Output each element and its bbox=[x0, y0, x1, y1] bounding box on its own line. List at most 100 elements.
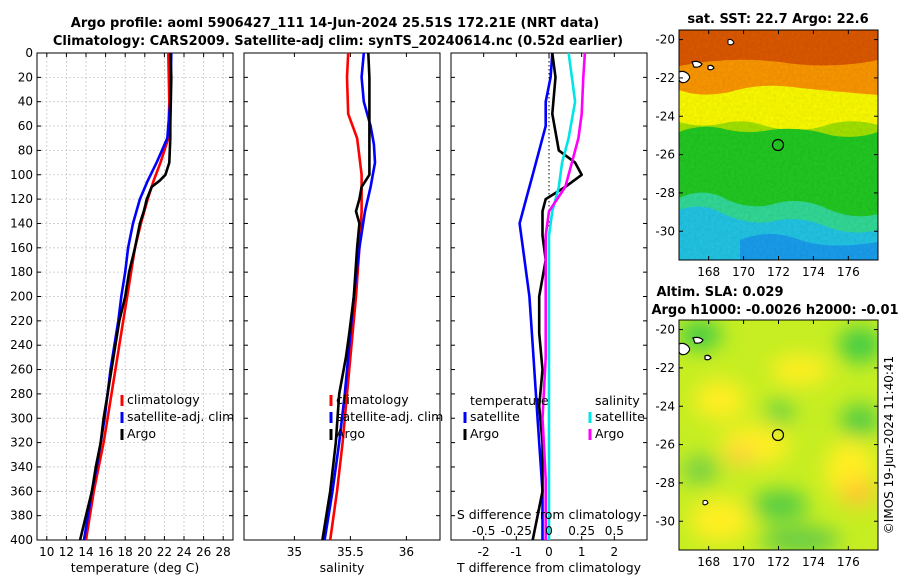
title-line-2: Climatology: CARS2009. Satellite-adj cli… bbox=[53, 34, 623, 49]
y-tick-label: 380 bbox=[10, 509, 33, 523]
map-y-tick-label: -26 bbox=[655, 438, 675, 452]
salinity-xlabel: salinity bbox=[320, 560, 365, 575]
y-tick-label: 300 bbox=[10, 411, 33, 425]
series-line-satellite-adj-clim bbox=[323, 52, 377, 541]
map-y-tick-label: -24 bbox=[655, 399, 675, 413]
legend-label: satellite bbox=[470, 409, 520, 424]
series-line-climatology bbox=[84, 52, 171, 541]
x2-tick-label: 0.5 bbox=[605, 524, 624, 538]
y-tick-label: 60 bbox=[18, 119, 33, 133]
y-tick-label: 320 bbox=[10, 436, 33, 450]
y-tick-label: 100 bbox=[10, 168, 33, 182]
x-tick-label: 14 bbox=[78, 545, 93, 559]
y-tick-label: 340 bbox=[10, 460, 33, 474]
series-line-salinity-satellite bbox=[547, 52, 577, 540]
sla-argo-marker bbox=[771, 428, 785, 442]
x2-tick-label: 0.25 bbox=[568, 524, 595, 538]
x2-tick-label: -0.5 bbox=[472, 524, 495, 538]
map-x-tick-label: 174 bbox=[802, 265, 825, 279]
map-y-tick-label: -28 bbox=[655, 186, 675, 200]
sla-map-subtitle: Argo h1000: -0.0026 h2000: -0.01 bbox=[651, 303, 898, 318]
x-tick-label: 16 bbox=[98, 545, 113, 559]
map-y-tick-label: -20 bbox=[655, 323, 675, 337]
x-tick-label: 36 bbox=[399, 545, 414, 559]
y-tick-label: 0 bbox=[25, 46, 33, 60]
difference-xlabel: T difference from climatology bbox=[456, 560, 642, 575]
map-y-tick-label: -30 bbox=[655, 224, 675, 238]
x-tick-label: 2 bbox=[611, 545, 619, 559]
legend-label: Argo bbox=[470, 426, 499, 441]
y-tick-label: 80 bbox=[18, 143, 33, 157]
title-line-1: Argo profile: aoml 5906427_111 14-Jun-20… bbox=[71, 16, 599, 31]
map-x-tick-label: 176 bbox=[837, 265, 860, 279]
map-x-tick-label: 172 bbox=[767, 555, 790, 569]
x-tick-label: 35 bbox=[287, 545, 302, 559]
y-tick-label: 200 bbox=[10, 290, 33, 304]
map-x-tick-label: 176 bbox=[837, 555, 860, 569]
temperature-panel: 10 12 14 16 18 20 22 24 26 2802040608010012014016… bbox=[10, 46, 234, 575]
y-tick-label: 360 bbox=[10, 484, 33, 498]
series-line-argo bbox=[78, 52, 173, 541]
x-tick-label: 35.5 bbox=[337, 545, 364, 559]
difference-x2label: S difference from climatology bbox=[457, 507, 642, 522]
sst-map-title: sat. SST: 22.7 Argo: 22.6 bbox=[687, 12, 868, 27]
x-tick-label: 12 bbox=[59, 545, 74, 559]
x-tick-label: 22 bbox=[157, 545, 172, 559]
legend-label: satellite-adj. clim bbox=[336, 409, 443, 424]
map-x-tick-label: 174 bbox=[802, 555, 825, 569]
x-tick-label: 10 bbox=[39, 545, 54, 559]
y-tick-label: 120 bbox=[10, 192, 33, 206]
y-tick-label: 240 bbox=[10, 338, 33, 352]
map-x-tick-label: 172 bbox=[767, 265, 790, 279]
x-tick-label: 20 bbox=[137, 545, 152, 559]
map-x-tick-label: 170 bbox=[732, 265, 755, 279]
sst-argo-marker bbox=[771, 138, 785, 152]
x2-tick-label: 0 bbox=[545, 524, 553, 538]
map-x-tick-label: 170 bbox=[732, 555, 755, 569]
temperature-xlabel: temperature (deg C) bbox=[71, 560, 200, 575]
map-y-tick-label: -24 bbox=[655, 109, 675, 123]
map-x-tick-label: 168 bbox=[697, 265, 720, 279]
sla-map: Altim. SLA: 0.029 Argo h1000: -0.0026 h2… bbox=[651, 285, 898, 569]
series-line-climatology bbox=[328, 52, 363, 541]
map-y-tick-label: -22 bbox=[655, 361, 675, 375]
salinity-frame bbox=[243, 52, 441, 541]
y-tick-label: 400 bbox=[10, 533, 33, 547]
x-tick-label: 1 bbox=[578, 545, 586, 559]
y-tick-label: 280 bbox=[10, 387, 33, 401]
map-y-tick-label: -22 bbox=[655, 71, 675, 85]
legend-label: Argo bbox=[336, 426, 365, 441]
y-tick-label: 40 bbox=[18, 95, 33, 109]
legend-label: Argo bbox=[595, 426, 624, 441]
map-y-tick-label: -26 bbox=[655, 148, 675, 162]
map-y-tick-label: -30 bbox=[655, 514, 675, 528]
x-tick-label: 28 bbox=[216, 545, 231, 559]
series-line-salinity-argo bbox=[541, 52, 587, 540]
map-y-tick-label: -28 bbox=[655, 476, 675, 490]
legend-salinity-title: salinity bbox=[595, 393, 640, 408]
x-tick-label: 18 bbox=[118, 545, 133, 559]
x-tick-label: 0 bbox=[545, 545, 553, 559]
difference-panel: -2 -1 0 1 2T difference from climatology -0.5… bbox=[450, 52, 648, 575]
legend-label: climatology bbox=[127, 392, 200, 407]
x-tick-label: 26 bbox=[196, 545, 211, 559]
sla-map-title: Altim. SLA: 0.029 bbox=[657, 285, 784, 300]
map-y-tick-label: -20 bbox=[655, 33, 675, 47]
x-tick-label: -2 bbox=[478, 545, 490, 559]
series-line-temperature-satellite bbox=[518, 52, 554, 540]
x-tick-label: -1 bbox=[510, 545, 522, 559]
map-x-tick-label: 168 bbox=[697, 555, 720, 569]
salinity-panel: 35 35.5 36 salinity climatology satellite-adj… bbox=[243, 52, 443, 575]
y-tick-label: 260 bbox=[10, 363, 33, 377]
legend-label: climatology bbox=[336, 392, 409, 407]
legend-label: satellite bbox=[595, 409, 645, 424]
x2-tick-label: -0.25 bbox=[501, 524, 532, 538]
x-tick-label: 24 bbox=[176, 545, 191, 559]
y-tick-label: 140 bbox=[10, 216, 33, 230]
sst-map: sat. SST: 22.7 Argo: 22.6 168 170 172 174 17… bbox=[655, 12, 879, 279]
legend-label: satellite-adj. clim bbox=[127, 409, 234, 424]
series-line-argo bbox=[321, 52, 371, 541]
y-tick-label: 20 bbox=[18, 70, 33, 84]
y-tick-label: 220 bbox=[10, 314, 33, 328]
legend-label: Argo bbox=[127, 426, 156, 441]
